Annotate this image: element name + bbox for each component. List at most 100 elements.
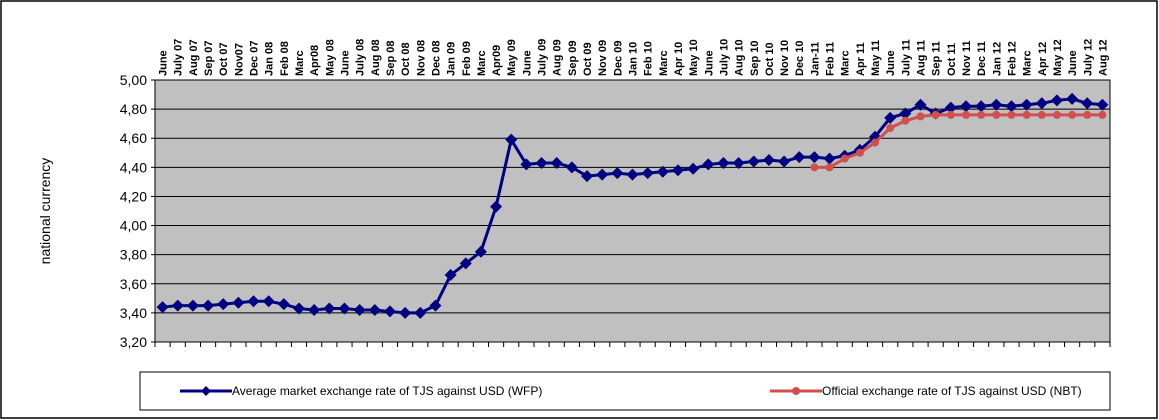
- x-tick-label: Oct 11: [946, 43, 958, 76]
- marker: [825, 163, 834, 172]
- marker: [840, 154, 849, 163]
- marker: [581, 170, 594, 183]
- marker: [717, 156, 730, 169]
- x-tick-label: July 08: [355, 39, 367, 76]
- x-tick-label: Marc: [476, 50, 488, 76]
- y-tick-label: 4,60: [120, 130, 147, 146]
- x-tick-label: Sep 10: [749, 41, 761, 76]
- y-tick-label: 3,60: [120, 276, 147, 292]
- plot-area: [154, 79, 1111, 343]
- y-tick-label: 3,80: [120, 247, 147, 263]
- marker: [1022, 110, 1031, 119]
- y-tick-label: 4,20: [120, 188, 147, 204]
- x-tick-label: Aug 10: [734, 39, 746, 76]
- marker: [262, 295, 275, 308]
- y-tick-label: 3,20: [120, 334, 147, 350]
- marker: [535, 156, 548, 169]
- x-tick-label: Dec 11: [976, 41, 988, 76]
- x-tick-label: Feb 08: [279, 41, 291, 76]
- marker: [520, 158, 533, 171]
- marker: [702, 158, 715, 171]
- x-tick-label: Dec 10: [794, 41, 806, 76]
- marker: [323, 302, 336, 315]
- marker: [247, 295, 260, 308]
- x-tick-label: July 09: [537, 39, 549, 76]
- x-tick-label: July 12: [1082, 39, 1094, 76]
- marker: [959, 100, 972, 113]
- marker: [946, 110, 955, 119]
- marker: [156, 301, 169, 314]
- x-tick-label: May 08: [324, 39, 336, 76]
- legend-label: Average market exchange rate of TJS agai…: [232, 384, 542, 398]
- y-tick-label: 4,40: [120, 159, 147, 175]
- x-tick-label: July 07: [173, 39, 185, 76]
- x-tick-label: Apr 10: [673, 42, 685, 76]
- x-tick-label: Oct 08: [400, 42, 412, 76]
- marker: [1007, 110, 1016, 119]
- x-tick-label: Sep 07: [203, 41, 215, 76]
- marker: [810, 163, 819, 172]
- y-tick-label: 5,00: [120, 72, 147, 88]
- x-tick-label: July 10: [718, 39, 730, 76]
- x-tick-label: Aug 07: [188, 39, 200, 76]
- x-tick-label: June: [1067, 50, 1079, 76]
- legend-label: Official exchange rate of TJS against US…: [822, 384, 1082, 398]
- marker: [747, 155, 760, 168]
- marker: [444, 269, 457, 282]
- x-tick-label: May 12: [1052, 39, 1064, 76]
- marker: [732, 156, 745, 169]
- x-tick-label: Nov 09: [597, 40, 609, 76]
- x-tick-label: Marc: [294, 50, 306, 76]
- x-tick-label: Marc: [658, 50, 670, 76]
- marker: [550, 156, 563, 169]
- x-tick-label: Apr08: [309, 45, 321, 76]
- legend-marker: [792, 387, 800, 395]
- marker: [474, 245, 487, 258]
- marker: [202, 299, 215, 312]
- marker: [901, 116, 910, 125]
- marker: [656, 165, 669, 178]
- marker: [931, 110, 940, 119]
- marker: [490, 200, 503, 213]
- x-tick-label: Apr 11: [855, 42, 867, 76]
- x-tick-label: June: [885, 50, 897, 76]
- x-tick-label: Sep 11: [931, 41, 943, 76]
- legend-box: [139, 371, 1111, 411]
- x-tick-label: Sep 08: [385, 41, 397, 76]
- marker: [793, 151, 806, 164]
- x-tick-label: June: [339, 50, 351, 76]
- y-tick-label: 3,40: [120, 305, 147, 321]
- x-tick-label: Marc: [1022, 50, 1034, 76]
- x-tick-label: Apr09: [491, 45, 503, 76]
- marker: [916, 112, 925, 121]
- x-tick-label: Aug 12: [1097, 39, 1109, 76]
- marker: [505, 133, 518, 146]
- x-tick-label: Jan 09: [446, 42, 458, 76]
- marker: [368, 303, 381, 316]
- x-tick-label: Dec 08: [430, 41, 442, 76]
- marker: [383, 305, 396, 318]
- x-tick-label: Feb 09: [461, 41, 473, 76]
- marker: [855, 148, 864, 157]
- marker: [990, 98, 1003, 111]
- marker: [808, 151, 821, 164]
- marker: [871, 138, 880, 147]
- marker: [459, 257, 472, 270]
- marker: [1005, 100, 1018, 113]
- x-tick-label: Aug 11: [916, 40, 928, 76]
- x-tick-label: Jan 10: [628, 42, 640, 76]
- x-tick-label: Dec 09: [612, 41, 624, 76]
- marker: [886, 124, 895, 133]
- x-tick-label: Aug 08: [370, 39, 382, 76]
- marker: [977, 110, 986, 119]
- x-tick-label: May 10: [688, 39, 700, 76]
- marker: [1052, 110, 1061, 119]
- marker: [399, 306, 412, 319]
- marker: [611, 167, 624, 180]
- y-axis-title: national currency: [37, 158, 53, 265]
- x-tick-label: Feb 12: [1006, 41, 1018, 76]
- x-tick-label: Nov 11: [961, 41, 973, 76]
- x-tick-label: May 11: [870, 40, 882, 76]
- y-tick-label: 4,00: [120, 218, 147, 234]
